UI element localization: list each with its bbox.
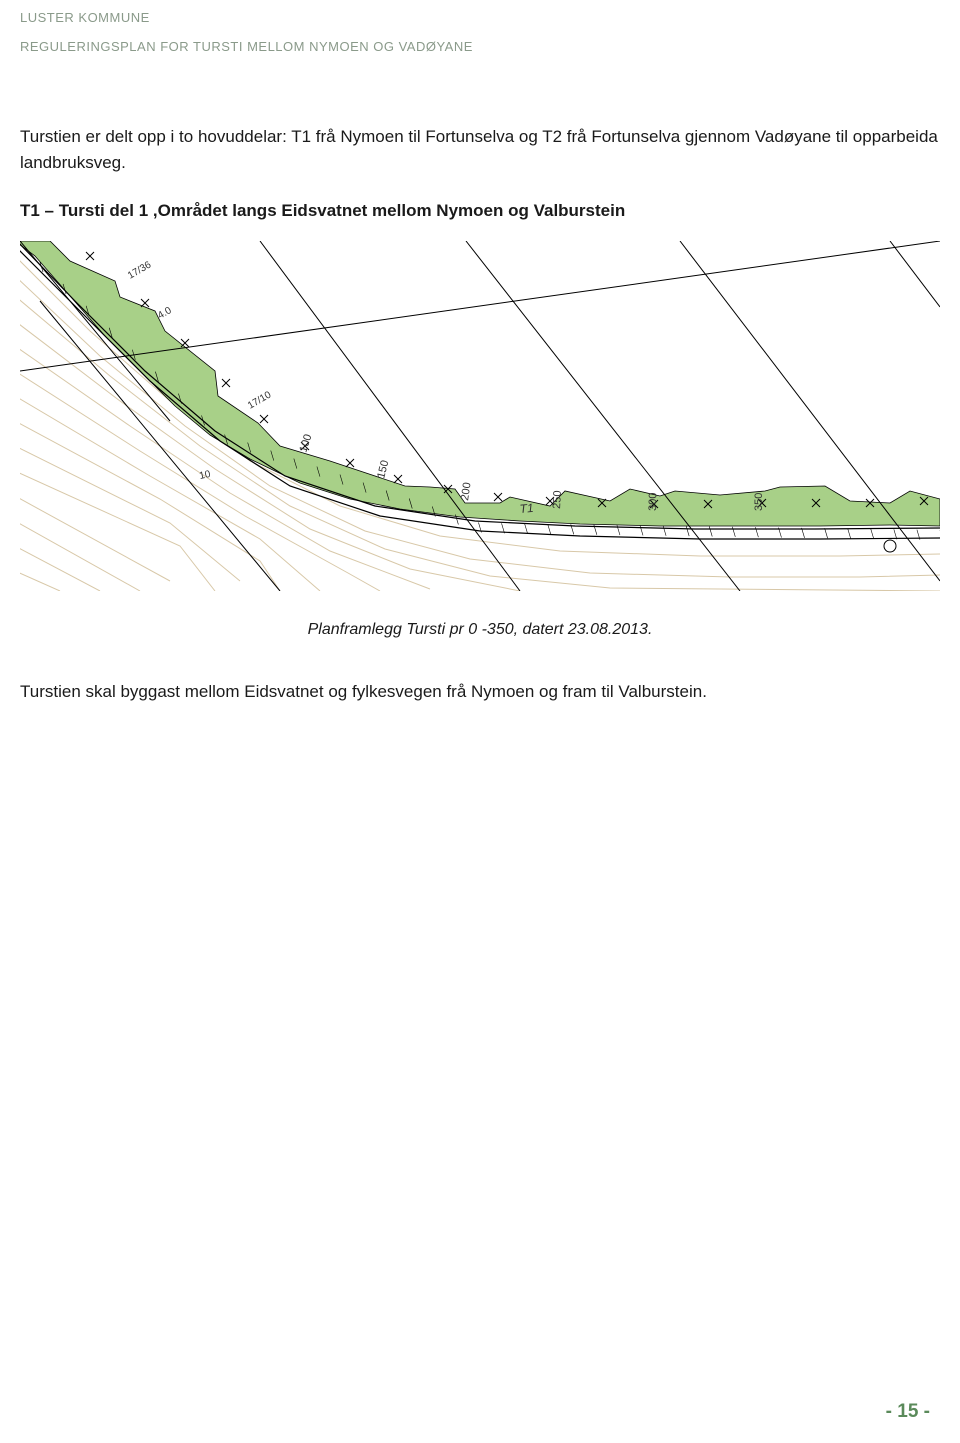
page-number: - 15 - [886, 1401, 930, 1423]
section-heading: T1 – Tursti del 1 ,Området langs Eidsvat… [20, 201, 940, 221]
body-paragraph-2: Turstien skal byggast mellom Eidsvatnet … [20, 679, 940, 705]
svg-text:200: 200 [459, 482, 473, 502]
svg-text:250: 250 [551, 490, 564, 509]
intro-paragraph: Turstien er delt opp i to hovuddelar: T1… [20, 124, 940, 175]
map-svg: 100150200250300350T117/364.01017/10 [20, 241, 940, 591]
figure-caption: Planframlegg Tursti pr 0 -350, datert 23… [20, 621, 940, 639]
svg-text:350: 350 [753, 493, 765, 511]
header-plan-title: REGULERINGSPLAN FOR TURSTI MELLOM NYMOEN… [20, 39, 940, 54]
svg-text:300: 300 [647, 492, 659, 511]
header-municipality: LUSTER KOMMUNE [20, 10, 940, 25]
svg-text:T1: T1 [519, 501, 534, 516]
map-figure: 100150200250300350T117/364.01017/10 [20, 241, 940, 591]
